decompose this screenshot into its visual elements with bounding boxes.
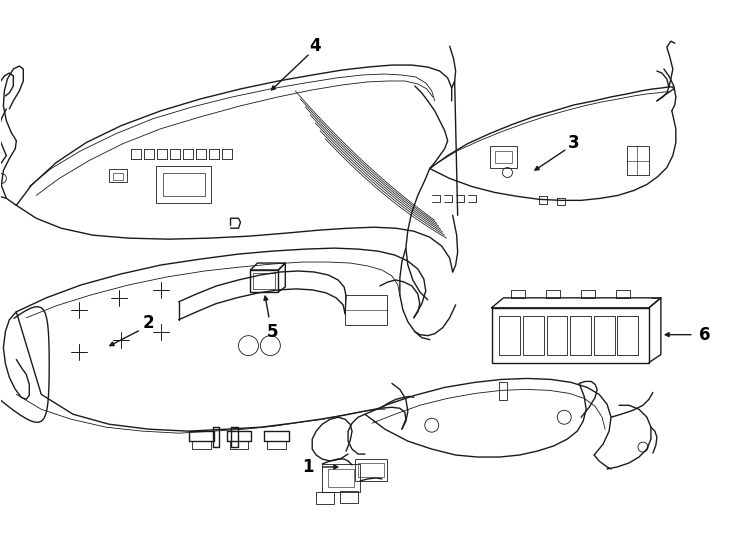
- Bar: [345, 295, 387, 325]
- Bar: [490, 146, 517, 167]
- Text: 2: 2: [143, 314, 155, 332]
- Bar: [163, 172, 205, 197]
- Bar: [355, 459, 387, 481]
- Text: 6: 6: [699, 326, 711, 343]
- Text: 4: 4: [310, 37, 321, 55]
- Bar: [594, 316, 614, 355]
- Bar: [109, 168, 127, 183]
- Text: 1: 1: [302, 458, 314, 476]
- Bar: [156, 166, 211, 204]
- Bar: [500, 382, 507, 400]
- Bar: [113, 172, 123, 180]
- Text: 5: 5: [266, 323, 278, 341]
- Text: 3: 3: [567, 134, 579, 152]
- Bar: [500, 316, 520, 355]
- Bar: [322, 464, 360, 492]
- Bar: [627, 146, 649, 176]
- Bar: [523, 316, 544, 355]
- Bar: [340, 491, 358, 503]
- Bar: [328, 469, 354, 487]
- Bar: [316, 492, 334, 504]
- Bar: [253, 273, 275, 289]
- Bar: [547, 316, 567, 355]
- Bar: [617, 316, 638, 355]
- Bar: [492, 308, 649, 362]
- Bar: [570, 316, 591, 355]
- Bar: [495, 151, 512, 163]
- Bar: [250, 270, 278, 292]
- Bar: [358, 463, 384, 477]
